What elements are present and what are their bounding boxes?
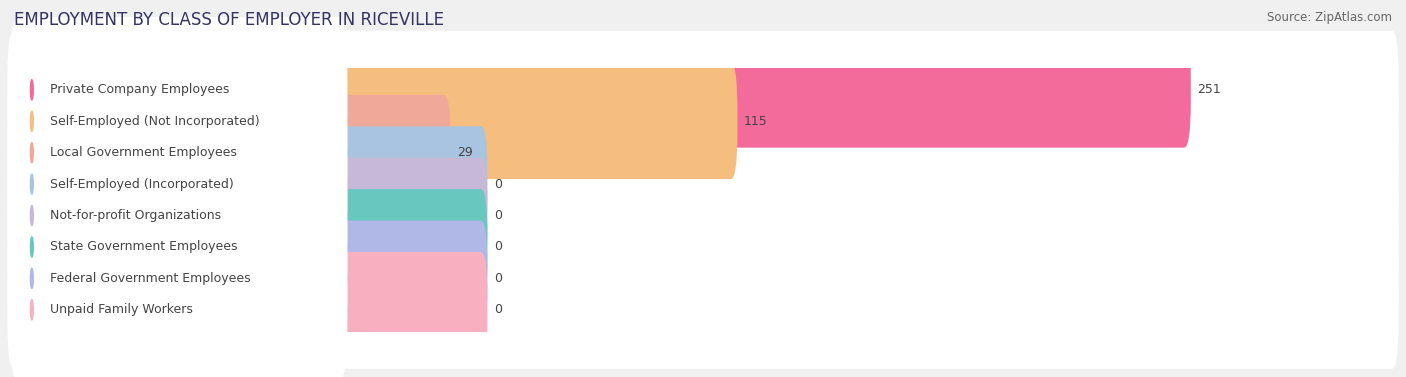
Text: Federal Government Employees: Federal Government Employees (49, 272, 250, 285)
Circle shape (31, 174, 34, 194)
Text: 0: 0 (494, 303, 502, 316)
Circle shape (31, 80, 34, 100)
Text: Self-Employed (Incorporated): Self-Employed (Incorporated) (49, 178, 233, 191)
FancyBboxPatch shape (7, 156, 1399, 274)
Text: 29: 29 (457, 146, 474, 159)
Text: 0: 0 (494, 272, 502, 285)
Text: 0: 0 (494, 241, 502, 253)
FancyBboxPatch shape (332, 95, 451, 210)
FancyBboxPatch shape (332, 32, 1191, 148)
Text: Unpaid Family Workers: Unpaid Family Workers (49, 303, 193, 316)
FancyBboxPatch shape (10, 80, 347, 225)
Circle shape (31, 205, 34, 225)
FancyBboxPatch shape (10, 111, 347, 257)
FancyBboxPatch shape (332, 158, 488, 273)
FancyBboxPatch shape (10, 174, 347, 320)
FancyBboxPatch shape (332, 126, 488, 242)
FancyBboxPatch shape (10, 17, 347, 163)
Text: State Government Employees: State Government Employees (49, 241, 238, 253)
Text: 0: 0 (494, 178, 502, 191)
Text: Private Company Employees: Private Company Employees (49, 83, 229, 97)
Text: 251: 251 (1198, 83, 1222, 97)
FancyBboxPatch shape (7, 251, 1399, 369)
Circle shape (31, 111, 34, 131)
FancyBboxPatch shape (332, 252, 488, 368)
FancyBboxPatch shape (332, 189, 488, 305)
Circle shape (31, 237, 34, 257)
Circle shape (31, 268, 34, 288)
Text: 0: 0 (494, 209, 502, 222)
Circle shape (31, 143, 34, 163)
FancyBboxPatch shape (10, 143, 347, 288)
Text: EMPLOYMENT BY CLASS OF EMPLOYER IN RICEVILLE: EMPLOYMENT BY CLASS OF EMPLOYER IN RICEV… (14, 11, 444, 29)
FancyBboxPatch shape (7, 219, 1399, 337)
FancyBboxPatch shape (10, 237, 347, 377)
FancyBboxPatch shape (7, 188, 1399, 306)
FancyBboxPatch shape (332, 63, 738, 179)
Text: Self-Employed (Not Incorporated): Self-Employed (Not Incorporated) (49, 115, 259, 128)
FancyBboxPatch shape (332, 221, 488, 336)
Text: Not-for-profit Organizations: Not-for-profit Organizations (49, 209, 221, 222)
FancyBboxPatch shape (7, 31, 1399, 149)
FancyBboxPatch shape (10, 205, 347, 351)
Text: 115: 115 (744, 115, 768, 128)
FancyBboxPatch shape (7, 125, 1399, 243)
Circle shape (31, 300, 34, 320)
Text: Source: ZipAtlas.com: Source: ZipAtlas.com (1267, 11, 1392, 24)
FancyBboxPatch shape (7, 93, 1399, 212)
FancyBboxPatch shape (7, 62, 1399, 180)
FancyBboxPatch shape (10, 48, 347, 194)
Text: Local Government Employees: Local Government Employees (49, 146, 236, 159)
